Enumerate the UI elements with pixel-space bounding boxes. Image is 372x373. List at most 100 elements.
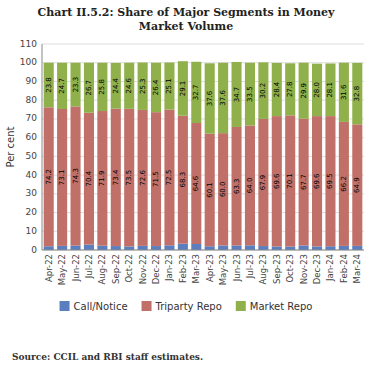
bar-segment bbox=[258, 62, 268, 119]
bar-segment bbox=[245, 125, 255, 245]
data-label: 69.6 bbox=[313, 173, 321, 189]
bar-segment bbox=[151, 246, 161, 250]
data-label: 29.1 bbox=[179, 81, 187, 97]
y-tick-label: 80 bbox=[26, 95, 38, 105]
data-label: 69.6 bbox=[273, 173, 281, 189]
x-tick-label: Jun-23 bbox=[232, 254, 242, 282]
data-label: 24.7 bbox=[58, 78, 66, 94]
x-tick-label: Apr-23 bbox=[205, 254, 215, 282]
data-label: 26.7 bbox=[85, 80, 93, 96]
bar-segment bbox=[111, 63, 121, 109]
x-tick-label: Aug-23 bbox=[258, 254, 268, 284]
legend-label: Market Repo bbox=[250, 301, 313, 312]
data-label: 72.5 bbox=[165, 170, 173, 186]
bar-segment bbox=[84, 245, 94, 250]
data-label: 73.4 bbox=[112, 169, 120, 185]
data-label: 24.6 bbox=[125, 77, 133, 93]
data-label: 66.2 bbox=[340, 176, 348, 192]
bar-segment bbox=[352, 124, 362, 246]
legend-swatch bbox=[142, 301, 152, 311]
x-tick-label: Feb-24 bbox=[339, 254, 349, 283]
bar-segment bbox=[339, 63, 349, 122]
data-label: 67.7 bbox=[300, 174, 308, 190]
bar-segment bbox=[111, 109, 121, 246]
bar-segment bbox=[205, 63, 215, 133]
bar-segment bbox=[164, 110, 174, 246]
bar-segment bbox=[299, 246, 309, 250]
x-tick-label: Feb-23 bbox=[178, 254, 188, 283]
bar-segment bbox=[57, 63, 67, 109]
x-tick-label: Jun-22 bbox=[71, 254, 81, 282]
y-tick-label: 40 bbox=[26, 170, 38, 180]
bar-segment bbox=[178, 61, 188, 115]
y-tick-label: 10 bbox=[26, 226, 38, 236]
bar-segment bbox=[191, 244, 201, 250]
y-tick-label: 70 bbox=[26, 113, 38, 123]
data-label: 28.0 bbox=[313, 82, 321, 98]
x-tick-label: Dec-22 bbox=[151, 254, 161, 284]
chart: Chart II.5.2: Share of Major Segments in… bbox=[0, 0, 372, 373]
legend-swatch bbox=[60, 301, 70, 311]
data-label: 64.9 bbox=[353, 177, 361, 193]
data-labels: 74.273.174.370.471.973.473.572.671.572.5… bbox=[45, 77, 362, 198]
bar-segment bbox=[299, 119, 309, 246]
bar-segment bbox=[111, 246, 121, 250]
data-label: 64.0 bbox=[246, 178, 254, 194]
y-tick-label: 90 bbox=[26, 76, 38, 86]
bar-segment bbox=[312, 116, 322, 246]
data-label: 70.4 bbox=[85, 170, 93, 186]
data-label: 28.4 bbox=[273, 81, 281, 97]
bar-segment bbox=[44, 107, 54, 246]
bar-segment bbox=[205, 134, 215, 247]
bar-segment bbox=[339, 122, 349, 246]
bar-segment bbox=[191, 62, 201, 123]
bar-segment bbox=[312, 64, 322, 116]
bar-segment bbox=[339, 246, 349, 250]
bar-segment bbox=[84, 63, 94, 113]
data-label: 71.9 bbox=[98, 171, 106, 187]
bar-segment bbox=[325, 246, 335, 250]
data-label: 34.7 bbox=[233, 87, 241, 103]
data-label: 30.2 bbox=[259, 83, 267, 99]
bar-segment bbox=[272, 116, 282, 246]
bar-segment bbox=[232, 62, 242, 127]
bar-segment bbox=[151, 63, 161, 112]
data-label: 64.6 bbox=[192, 175, 200, 191]
bar-segment bbox=[232, 246, 242, 250]
bar-segment bbox=[84, 113, 94, 245]
data-label: 63.3 bbox=[233, 178, 241, 194]
data-label: 73.1 bbox=[58, 170, 66, 186]
x-tick-label: May-23 bbox=[218, 254, 228, 285]
bar-segment bbox=[44, 63, 54, 108]
data-label: 32.8 bbox=[353, 86, 361, 102]
bar-segment bbox=[258, 246, 268, 250]
y-axis-line bbox=[42, 44, 43, 250]
bar-segment bbox=[325, 116, 335, 246]
x-tick-label: Apr-22 bbox=[44, 254, 54, 282]
x-tick-label: May-22 bbox=[57, 254, 67, 285]
x-tick-label: Jan-24 bbox=[325, 254, 335, 282]
bar-segment bbox=[352, 246, 362, 250]
x-tick-label: Oct-22 bbox=[124, 254, 134, 283]
x-tick-label: Jul-22 bbox=[84, 254, 94, 279]
bar-segment bbox=[124, 63, 134, 109]
data-label: 74.3 bbox=[72, 168, 80, 184]
bar-segment bbox=[44, 246, 54, 250]
y-tick-label: 20 bbox=[26, 207, 38, 217]
data-label: 37.6 bbox=[206, 90, 214, 106]
title-line: Chart II.5.2: Share of Major Segments in… bbox=[38, 6, 335, 19]
bar-segment bbox=[232, 127, 242, 246]
bar-segment bbox=[218, 63, 228, 133]
legend-swatch bbox=[236, 301, 246, 311]
bar-segment bbox=[325, 63, 335, 116]
grid bbox=[42, 44, 364, 250]
x-tick-label: Sep-23 bbox=[272, 254, 282, 284]
bar-segment bbox=[205, 246, 215, 250]
y-axis-label: Per cent bbox=[5, 126, 16, 167]
legend-label: Call/Notice bbox=[74, 301, 128, 312]
bar-segment bbox=[299, 63, 309, 119]
y-tick-label: 100 bbox=[20, 57, 37, 67]
x-tick-label: Oct-23 bbox=[285, 254, 295, 283]
bar-segment bbox=[138, 110, 148, 246]
data-label: 37.6 bbox=[219, 90, 227, 106]
